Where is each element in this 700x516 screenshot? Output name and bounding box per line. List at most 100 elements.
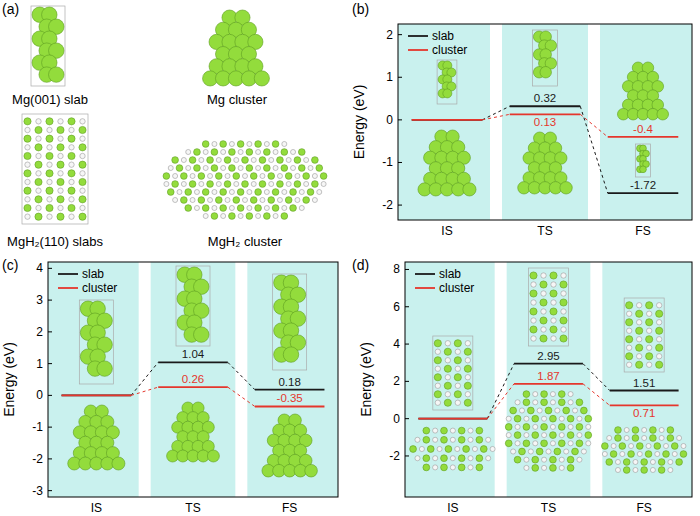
- x-tick-label: TS: [537, 224, 552, 238]
- h-atom: [80, 153, 85, 158]
- mg-atom: [444, 382, 451, 389]
- data-label: 0.18: [278, 376, 300, 388]
- mg-cluster-structure: [68, 405, 125, 470]
- mg-atom: [35, 161, 42, 168]
- h-atom: [586, 441, 591, 446]
- h-atom: [208, 197, 213, 202]
- mgh2-slab-structure: [529, 268, 569, 346]
- h-atom: [199, 181, 204, 186]
- h-atom: [269, 157, 274, 162]
- h-atom: [36, 136, 41, 141]
- h-atom: [559, 465, 564, 470]
- mg-atom: [532, 415, 539, 422]
- mg-atom: [464, 348, 471, 355]
- h-atom: [194, 189, 199, 194]
- mg-atom: [532, 432, 539, 439]
- legend-swatch: [408, 49, 428, 51]
- connector: [482, 106, 509, 120]
- mg-atom: [654, 443, 661, 450]
- mg-atom: [255, 141, 262, 148]
- mg-atom: [550, 326, 557, 333]
- energy-level: [62, 394, 132, 396]
- energy-level: [608, 192, 679, 194]
- h-atom: [445, 392, 450, 397]
- h-atom: [251, 181, 256, 186]
- mg-atom: [563, 407, 570, 414]
- legend-label: cluster: [82, 281, 117, 295]
- category-band: [602, 262, 692, 497]
- h-atom: [542, 465, 547, 470]
- mg-atom: [560, 317, 567, 324]
- connector: [583, 364, 610, 391]
- h-atom: [468, 465, 473, 470]
- h-atom: [486, 456, 491, 461]
- mg-atom: [519, 448, 526, 455]
- h-atom: [564, 449, 569, 454]
- mg-atom: [211, 149, 218, 156]
- h-atom: [69, 162, 74, 167]
- h-atom: [229, 141, 234, 146]
- mg-atom: [632, 427, 639, 434]
- energy-level: [510, 113, 581, 115]
- mgh2-cluster-structure: [601, 427, 686, 474]
- h-atom: [69, 179, 74, 184]
- mg-atom: [560, 335, 567, 342]
- h-atom: [636, 303, 641, 308]
- h-atom: [650, 459, 655, 464]
- connector: [482, 114, 509, 120]
- mg-atom: [458, 436, 465, 443]
- mg-cluster-structure: [262, 414, 317, 477]
- mg-atom: [194, 327, 209, 342]
- h-atom: [465, 392, 470, 397]
- h-atom: [25, 197, 30, 202]
- h-atom: [633, 459, 638, 464]
- h-atom: [515, 441, 520, 446]
- y-tick: [48, 490, 52, 491]
- mg-atom: [671, 443, 678, 450]
- h-atom: [291, 165, 296, 170]
- mg-atom: [24, 187, 31, 194]
- mg-atom: [298, 165, 305, 172]
- y-tick-label: -2: [389, 449, 400, 463]
- mg-atom: [68, 152, 75, 159]
- mg-atom: [558, 391, 565, 398]
- category-band: [48, 262, 139, 497]
- mgh2-cluster-structure: [505, 391, 591, 472]
- h-atom: [273, 165, 278, 170]
- mg-atom: [185, 189, 192, 196]
- mg-atom: [246, 213, 253, 220]
- mg-atom: [510, 407, 517, 414]
- mg-atom: [623, 467, 630, 474]
- mg-atom: [198, 197, 205, 204]
- mg-atom: [454, 391, 461, 398]
- connector: [228, 362, 255, 389]
- h-atom: [264, 189, 269, 194]
- mg-atom: [550, 456, 557, 463]
- y-tick: [48, 331, 52, 332]
- h-atom: [663, 443, 668, 448]
- mg-atom: [316, 165, 323, 172]
- mg-atom: [263, 149, 270, 156]
- mg-atom: [285, 173, 292, 180]
- mg-atom: [628, 451, 635, 458]
- mg-atom: [444, 399, 451, 406]
- mg-atom: [458, 464, 465, 471]
- h-atom: [636, 337, 641, 342]
- mg-atom: [540, 299, 547, 306]
- energy-level: [158, 361, 228, 363]
- h-atom: [286, 181, 291, 186]
- h-atom: [533, 392, 538, 397]
- mg-atom: [229, 165, 236, 172]
- h-atom: [299, 189, 304, 194]
- mg-atom: [443, 89, 452, 98]
- h-atom: [304, 157, 309, 162]
- h-atom: [437, 446, 442, 451]
- mg-atom: [237, 189, 244, 196]
- energy-panel: -3-2-101234ISTSFSEnergy (eV)(c)1.040.180…: [1, 257, 338, 515]
- legend-label: cluster: [432, 43, 467, 57]
- h-atom: [656, 303, 661, 308]
- category-band: [502, 24, 588, 220]
- marks: [418, 364, 678, 419]
- mg-atom: [550, 415, 557, 422]
- mg-atom: [626, 336, 633, 343]
